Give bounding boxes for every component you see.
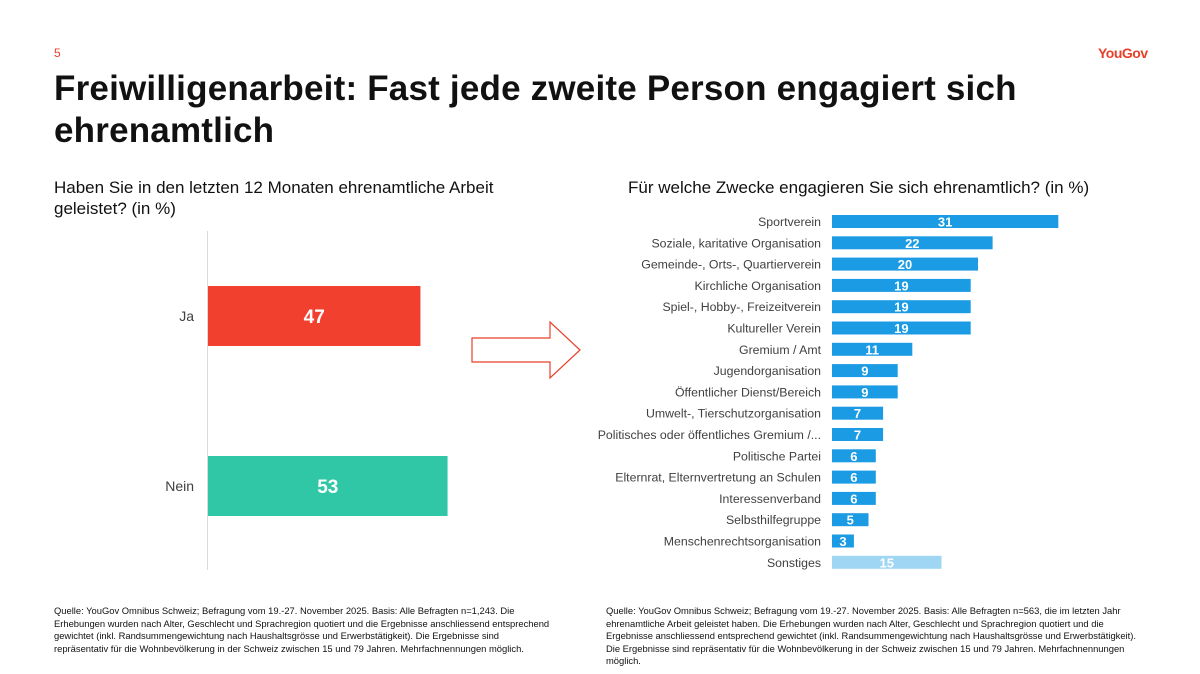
left-bar-ja: [208, 286, 421, 346]
right-source-note: Quelle: YouGov Omnibus Schweiz; Befragun…: [606, 605, 1136, 666]
right-bar-gemeinde-orts-quartierverein: [832, 257, 978, 271]
right-bar-interessenverband: [832, 491, 876, 505]
right-value-label-spiel-hobby-freizeitverein: 19: [894, 300, 908, 315]
right-bar-spiel-hobby-freizeitverein: [832, 300, 971, 314]
right-value-label-selbsthilfegruppe: 5: [847, 513, 854, 528]
right-bar-politische-partei: [832, 449, 876, 463]
right-bar-jugendorganisation: [832, 364, 898, 378]
right-bar-kultureller-verein: [832, 321, 971, 335]
right-arrow-icon: [471, 320, 581, 380]
right-value-label-kultureller-verein: 19: [894, 321, 908, 336]
right-bar-sonstiges: [832, 555, 942, 569]
right-category-label-oeffentlicher-dienst-bereich: Öffentlicher Dienst/Bereich: [675, 385, 821, 399]
right-category-label-gemeinde-orts-quartierverein: Gemeinde-, Orts-, Quartierverein: [641, 258, 821, 272]
right-category-label-jugendorganisation: Jugendorganisation: [714, 364, 822, 378]
yougov-logo: YouGov: [1098, 45, 1148, 61]
page-title: Freiwilligenarbeit: Fast jede zweite Per…: [54, 69, 1017, 150]
right-bar-menschenrechtsorganisation: [832, 534, 854, 548]
right-bar-umwelt-tierschutzorganisation: [832, 406, 884, 420]
right-value-label-elternrat-elternvertretung-an-schulen: 6: [850, 470, 857, 485]
right-value-label-soziale-karitative-organisation: 22: [905, 236, 919, 251]
right-category-label-kirchliche-organisation: Kirchliche Organisation: [695, 279, 822, 293]
right-category-label-kultureller-verein: Kultureller Verein: [727, 322, 821, 336]
right-bar-politisches-oder-oeffentliches-gremium: [832, 428, 884, 441]
right-value-label-sonstiges: 15: [880, 555, 894, 570]
right-category-label-selbsthilfegruppe: Selbsthilfegruppe: [726, 513, 821, 527]
left-value-label-nein: 53: [317, 477, 338, 498]
right-category-label-sportverein: Sportverein: [758, 215, 821, 229]
right-category-label-interessenverband: Interessenverband: [719, 492, 821, 506]
right-category-label-spiel-hobby-freizeitverein: Spiel-, Hobby-, Freizeitverein: [662, 300, 821, 314]
left-category-label-nein: Nein: [165, 478, 194, 494]
left-chart: Ja 47 Nein 53: [165, 286, 448, 516]
right-value-label-politisches-oder-oeffentliches-gremium: 7: [854, 428, 861, 443]
right-category-label-umwelt-tierschutzorganisation: Umwelt-, Tierschutzorganisation: [646, 407, 821, 421]
right-value-label-gemeinde-orts-quartierverein: 20: [898, 257, 912, 272]
right-chart: Sportverein 31 Soziale, karitative Organis…: [598, 215, 1059, 570]
right-category-label-politische-partei: Politische Partei: [733, 449, 821, 463]
left-category-label-ja: Ja: [179, 308, 194, 324]
page-number: 5: [54, 46, 61, 60]
left-source-note: Quelle: YouGov Omnibus Schweiz; Befragun…: [54, 605, 550, 654]
right-value-label-gremium-amt: 11: [865, 342, 879, 357]
right-category-label-politisches-oder-oeffentliches-gremium: Politisches oder öffentliches Gremium /.…: [598, 428, 821, 442]
right-category-label-menschenrechtsorganisation: Menschenrechtsorganisation: [664, 535, 821, 549]
right-value-label-sportverein: 31: [938, 215, 952, 230]
right-category-label-soziale-karitative-organisation: Soziale, karitative Organisation: [651, 236, 821, 250]
right-value-label-politische-partei: 6: [850, 449, 857, 464]
right-bar-kirchliche-organisation: [832, 278, 971, 292]
right-value-label-oeffentlicher-dienst-bereich: 9: [861, 385, 868, 400]
right-value-label-interessenverband: 6: [850, 491, 857, 506]
right-bar-sportverein: [832, 215, 1059, 228]
right-value-label-umwelt-tierschutzorganisation: 7: [854, 406, 861, 421]
right-bar-soziale-karitative-organisation: [832, 236, 993, 250]
left-bar-nein: [208, 456, 448, 516]
right-bar-oeffentlicher-dienst-bereich: [832, 385, 898, 399]
left-chart-subtitle: Haben Sie in den letzten 12 Monaten ehre…: [54, 178, 494, 218]
right-bar-gremium-amt: [832, 342, 913, 356]
left-value-label-ja: 47: [304, 307, 325, 328]
right-chart-subtitle: Für welche Zwecke engagieren Sie sich eh…: [628, 178, 1090, 197]
right-bar-elternrat-elternvertretung-an-schulen: [832, 470, 876, 484]
right-value-label-kirchliche-organisation: 19: [894, 278, 908, 293]
right-category-label-elternrat-elternvertretung-an-schulen: Elternrat, Elternvertretung an Schulen: [615, 471, 821, 485]
right-bar-selbsthilfegruppe: [832, 513, 869, 527]
right-value-label-menschenrechtsorganisation: 3: [839, 534, 846, 549]
right-value-label-jugendorganisation: 9: [861, 364, 868, 379]
right-category-label-gremium-amt: Gremium / Amt: [739, 343, 822, 357]
right-category-label-sonstiges: Sonstiges: [767, 556, 821, 570]
